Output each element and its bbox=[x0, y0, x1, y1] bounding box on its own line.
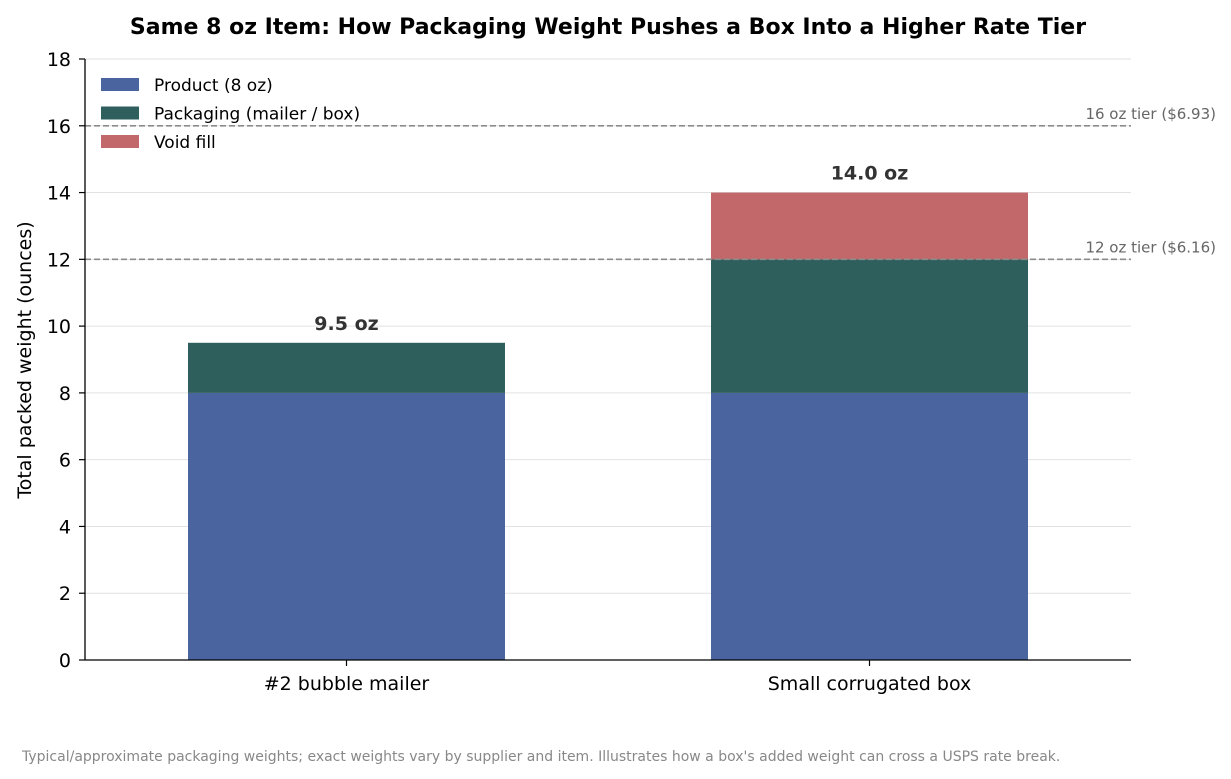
legend-label: Packaging (mailer / box) bbox=[154, 105, 360, 125]
y-tick-label: 6 bbox=[59, 450, 71, 472]
legend-swatch bbox=[101, 135, 139, 148]
legend-swatch bbox=[101, 106, 139, 120]
y-tick-label: 12 bbox=[47, 249, 71, 271]
y-tick-label: 14 bbox=[47, 183, 71, 205]
total-labels: 9.5 oz 14.0 oz bbox=[314, 163, 908, 335]
reference-line-label: 12 oz tier ($6.16) bbox=[1085, 238, 1216, 256]
bar-total-label: 14.0 oz bbox=[831, 163, 909, 185]
legend-swatch bbox=[101, 78, 139, 91]
chart-title: Same 8 oz Item: How Packaging Weight Pus… bbox=[130, 15, 1086, 40]
x-tick-label: Small corrugated box bbox=[768, 673, 972, 695]
legend-label: Void fill bbox=[154, 133, 216, 153]
y-axis-label: Total packed weight (ounces) bbox=[14, 221, 36, 499]
legend: Product (8 oz) Packaging (mailer / box) Vo… bbox=[101, 76, 360, 153]
y-tick-label: 10 bbox=[47, 316, 71, 338]
bar-segment bbox=[188, 392, 505, 660]
bar-segment bbox=[711, 192, 1028, 260]
bar-total-label: 9.5 oz bbox=[314, 313, 378, 335]
y-tick-label: 2 bbox=[59, 583, 71, 605]
reference-line-label: 16 oz tier ($6.93) bbox=[1085, 105, 1216, 123]
bar-segment bbox=[711, 392, 1028, 660]
bar-segment bbox=[711, 259, 1028, 393]
y-tick-label: 8 bbox=[59, 383, 71, 405]
y-tick-label: 18 bbox=[47, 49, 71, 71]
x-tick-label: #2 bubble mailer bbox=[264, 673, 430, 695]
y-tick-label: 4 bbox=[59, 516, 71, 538]
reference-lines: 16 oz tier ($6.93) 12 oz tier ($6.16) bbox=[85, 105, 1216, 261]
y-tick-label: 16 bbox=[47, 116, 71, 138]
bars bbox=[188, 192, 1028, 660]
footnote: Typical/approximate packaging weights; e… bbox=[21, 749, 1060, 765]
y-tick-label: 0 bbox=[59, 650, 71, 672]
bar-segment bbox=[188, 342, 505, 393]
axes: 0 2 4 6 8 10 12 14 16 18 #2 bubble mailer Small cor… bbox=[47, 49, 1131, 695]
legend-label: Product (8 oz) bbox=[154, 76, 273, 96]
